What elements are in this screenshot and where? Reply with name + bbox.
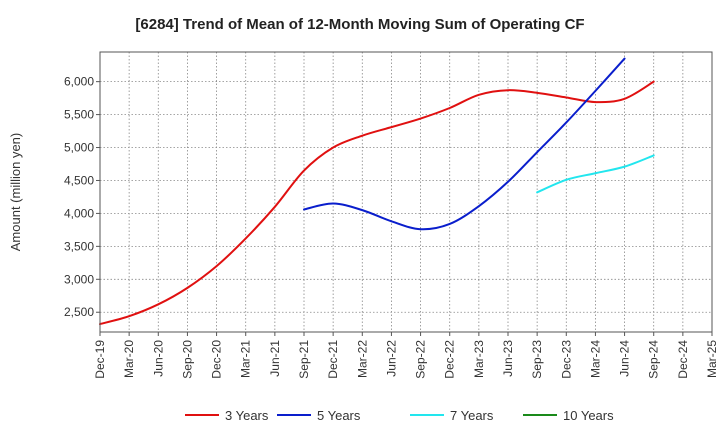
legend-label: 10 Years [563,408,614,423]
x-tick-label: Dec-23 [559,340,573,379]
plot-border [99,51,713,333]
series-line-3-years [99,80,655,326]
y-axis-ticks: 2,500 3,000 3,500 4,000 4,500 5,000 5,500 6,000 [64,75,100,319]
x-tick-label: Mar-20 [122,340,136,378]
x-tick-label: Sep-20 [180,340,194,379]
x-tick-label: Dec-19 [93,340,107,379]
x-tick-label: Dec-24 [676,340,690,379]
plot-frame [99,51,713,333]
y-tick-label: 5,500 [64,108,94,122]
series-group [99,57,655,326]
legend-label: 5 Years [317,408,361,423]
legend: 3 Years 5 Years 7 Years 10 Years [185,408,614,423]
x-tick-label: Jun-20 [151,340,165,377]
y-tick-label: 6,000 [64,75,94,89]
legend-label: 3 Years [225,408,269,423]
series-line-7-years [536,154,655,194]
chart-title: [6284] Trend of Mean of 12-Month Moving … [135,16,584,33]
x-tick-label: Mar-22 [355,340,369,378]
x-tick-label: Sep-21 [297,340,311,379]
x-tick-label: Sep-22 [414,340,428,379]
x-tick-label: Jun-21 [268,340,282,377]
x-tick-label: Dec-20 [210,340,224,379]
x-tick-label: Jun-22 [384,340,398,377]
y-tick-label: 4,000 [64,206,94,220]
x-tick-label: Sep-23 [530,340,544,379]
x-tick-label: Jun-23 [501,340,515,377]
series-line-5-years [303,57,626,231]
y-tick-label: 2,500 [64,305,94,319]
y-axis-label: Amount (million yen) [8,133,23,252]
x-tick-label: Mar-23 [472,340,486,378]
y-tick-label: 5,000 [64,141,94,155]
x-tick-label: Dec-21 [326,340,340,379]
y-tick-label: 3,000 [64,272,94,286]
plot-background [100,52,712,332]
y-tick-label: 4,500 [64,173,94,187]
x-tick-label: Mar-25 [705,340,719,378]
x-tick-label: Jun-24 [618,340,632,377]
x-tick-label: Mar-24 [588,340,602,378]
x-tick-label: Dec-22 [443,340,457,379]
legend-label: 7 Years [450,408,494,423]
x-tick-label: Mar-21 [239,340,253,378]
x-axis-ticks: Dec-19 Mar-20 Jun-20 Sep-20 Dec-20 Mar-21 Jun-… [93,332,719,379]
y-tick-label: 3,500 [64,239,94,253]
x-tick-label: Sep-24 [647,340,661,379]
grid-lines [100,52,712,332]
plot-area [100,52,712,332]
